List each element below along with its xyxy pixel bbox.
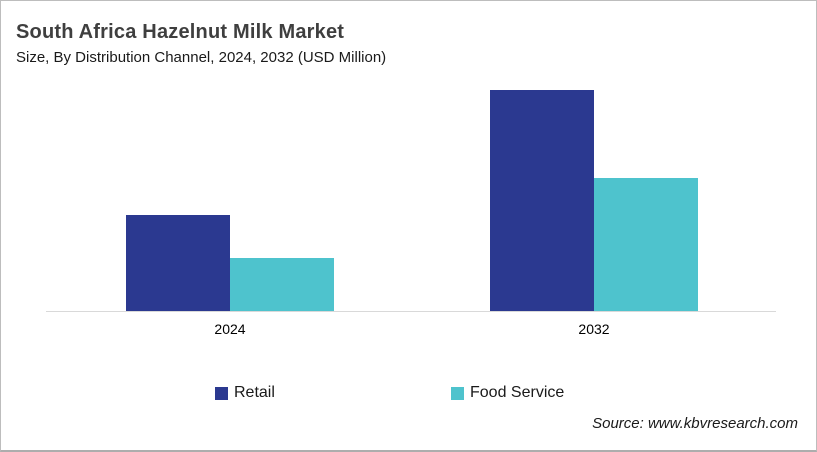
bar-food-service-2032	[594, 177, 698, 311]
chart-subtitle: Size, By Distribution Channel, 2024, 203…	[16, 49, 387, 66]
legend: Retail Food Service	[1, 384, 816, 406]
x-tick-2032: 2032	[578, 321, 610, 337]
plot-area	[46, 81, 776, 312]
bar-food-service-2024	[230, 257, 334, 311]
bar-group-2032	[490, 81, 698, 311]
legend-label-food-service: Food Service	[470, 384, 565, 401]
chart-title: South Africa Hazelnut Milk Market	[16, 21, 345, 43]
legend-label-retail: Retail	[234, 384, 275, 401]
chart-header: South Africa Hazelnut Milk Market Size, …	[16, 21, 386, 66]
bars-layer	[46, 81, 776, 311]
food-service-swatch-icon	[451, 386, 464, 400]
x-tick-2024: 2024	[214, 321, 246, 337]
bar-group-2024	[126, 81, 334, 311]
source-credit: Source: www.kbvresearch.com	[592, 415, 798, 432]
x-axis: 2024 2032	[46, 321, 776, 341]
bar-retail-2032	[490, 89, 594, 311]
legend-item-retail: Retail	[215, 384, 275, 402]
retail-swatch-icon	[215, 386, 228, 400]
legend-item-food-service: Food Service	[451, 384, 564, 402]
bar-retail-2024	[126, 215, 230, 311]
